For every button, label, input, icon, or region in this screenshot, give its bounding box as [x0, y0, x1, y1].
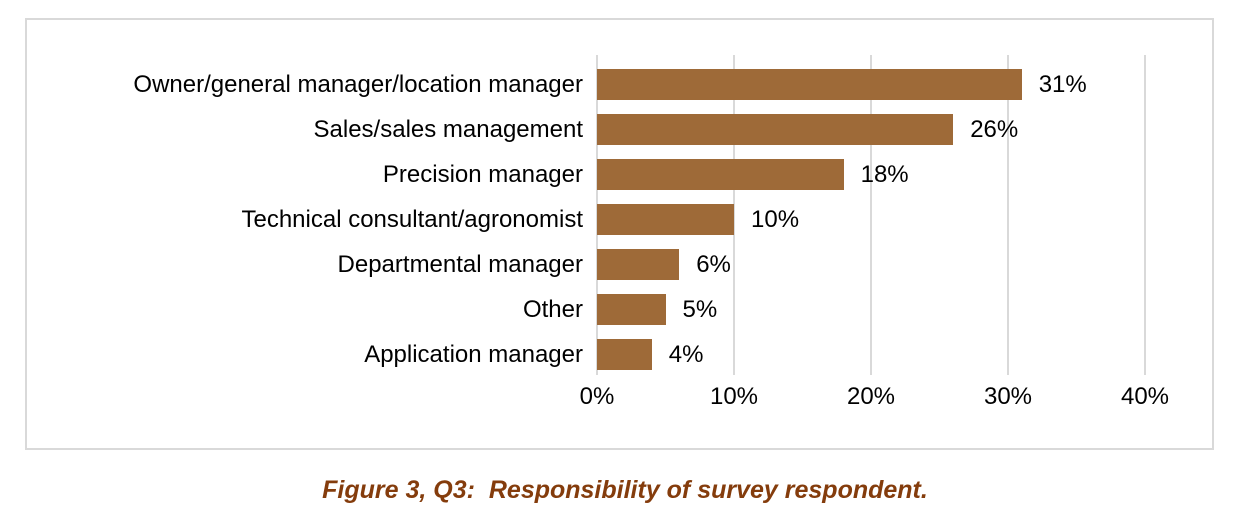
- x-tick-label: 30%: [983, 383, 1033, 410]
- category-label: Application manager: [364, 340, 583, 368]
- category-label: Technical consultant/agronomist: [241, 205, 583, 233]
- category-label: Owner/general manager/location manager: [133, 70, 583, 98]
- bar-row: Application manager 4%: [27, 332, 1212, 377]
- value-label: 18%: [860, 160, 909, 188]
- value-label: 5%: [682, 295, 718, 323]
- gridline: [1144, 55, 1146, 375]
- bar-row: Precision manager 18%: [27, 152, 1212, 197]
- bar: [597, 204, 734, 235]
- bar: [597, 339, 652, 370]
- gridline: [733, 55, 735, 375]
- category-label: Sales/sales management: [313, 115, 583, 143]
- bar-row: Technical consultant/agronomist 10%: [27, 197, 1212, 242]
- x-tick-label: 40%: [1120, 383, 1170, 410]
- bar-rows: Owner/general manager/location manager 31…: [27, 62, 1212, 377]
- bar-row: Sales/sales management 26%: [27, 107, 1212, 152]
- x-axis-ticks: 0% 10% 20% 30% 40%: [27, 383, 1212, 413]
- value-label: 4%: [668, 340, 704, 368]
- value-label: 31%: [1038, 70, 1087, 98]
- value-label: 10%: [751, 205, 800, 233]
- chart-area: Owner/general manager/location manager 31…: [25, 18, 1214, 450]
- gridline: [870, 55, 872, 375]
- bar: [597, 249, 680, 280]
- gridline: [1007, 55, 1009, 375]
- category-label: Departmental manager: [337, 250, 583, 278]
- bar: [597, 159, 844, 190]
- bar: [597, 114, 954, 145]
- bar-row: Departmental manager 6%: [27, 242, 1212, 287]
- value-label: 6%: [696, 250, 731, 278]
- bar-row: Owner/general manager/location manager 31…: [27, 62, 1212, 107]
- bar: [597, 294, 666, 325]
- x-tick-label: 20%: [846, 383, 896, 410]
- value-label: 26%: [970, 115, 1019, 143]
- bar: [597, 69, 1022, 100]
- bar-row: Other 5%: [27, 287, 1212, 332]
- x-tick-label: 0%: [579, 383, 615, 410]
- x-tick-label: 10%: [709, 383, 759, 410]
- category-label: Precision manager: [382, 160, 583, 188]
- figure-caption: Figure 3, Q3: Responsibility of survey r…: [322, 476, 928, 504]
- category-label: Other: [522, 295, 583, 323]
